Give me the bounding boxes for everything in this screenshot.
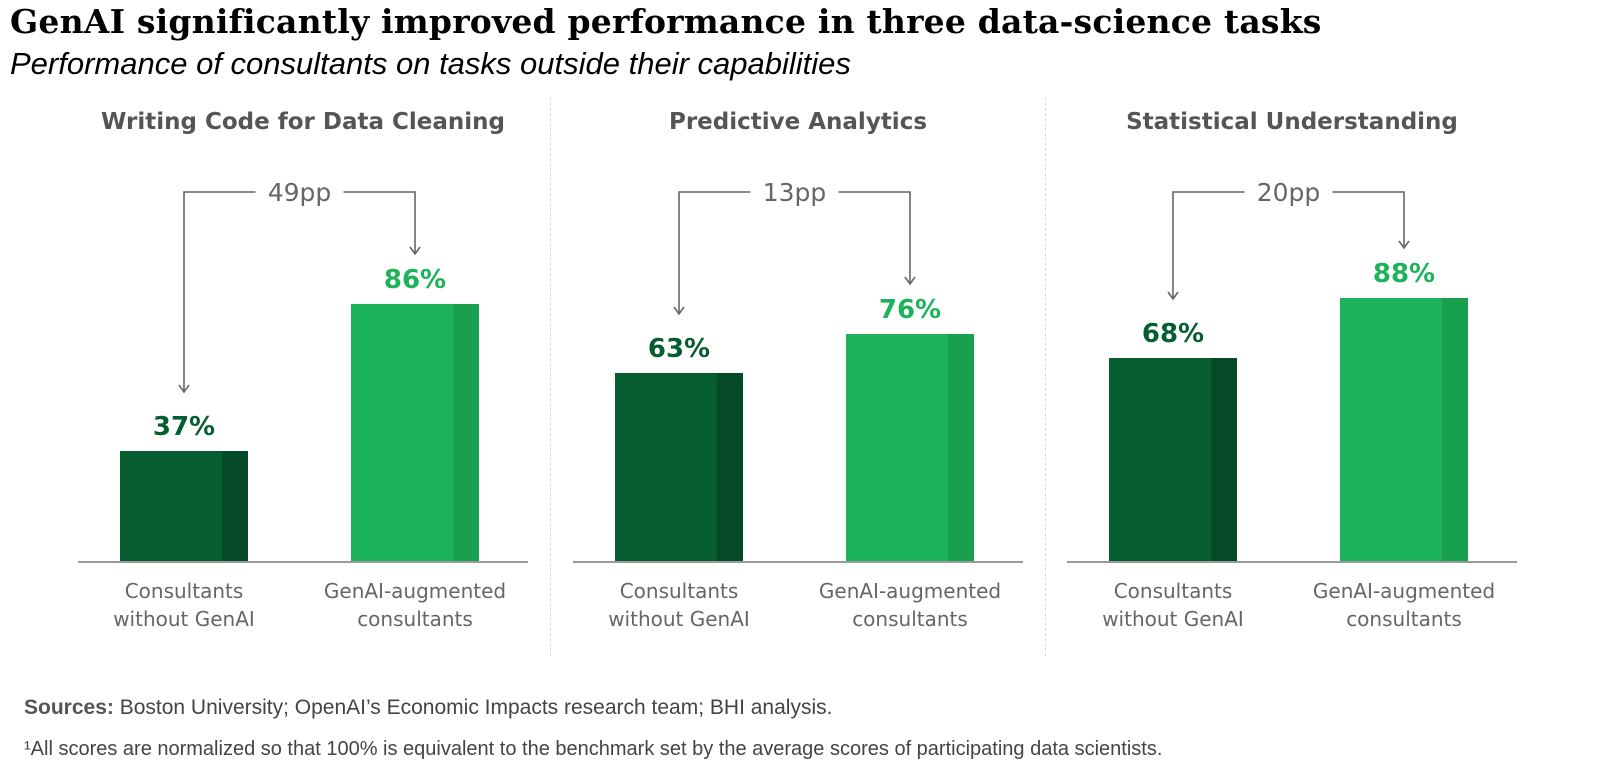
bracket-left-arrow bbox=[178, 384, 190, 394]
category-label: GenAI-augmented bbox=[1313, 579, 1495, 603]
difference-bracket bbox=[1167, 191, 1410, 301]
chart-subtitle: Performance of consultants on tasks outs… bbox=[10, 46, 851, 81]
category-label: GenAI-augmented bbox=[324, 579, 506, 603]
chart-svg-writing-code: Writing Code for Data Cleaning 37% Consult… bbox=[78, 109, 528, 631]
sources-text: Boston University; OpenAI’s Economic Imp… bbox=[119, 696, 833, 719]
sources-label: Sources: bbox=[24, 696, 114, 719]
value-label: 76% bbox=[879, 295, 941, 325]
panel-divider bbox=[550, 98, 551, 656]
bracket-left-line bbox=[1172, 191, 1245, 299]
bar-shade bbox=[948, 334, 974, 562]
difference-label: 20pp bbox=[1257, 178, 1321, 207]
bracket-left-line bbox=[183, 191, 256, 392]
difference-label: 13pp bbox=[763, 178, 827, 207]
difference-bracket bbox=[178, 191, 421, 394]
bar-shade bbox=[453, 304, 479, 562]
category-label: consultants bbox=[357, 607, 473, 631]
value-label: 68% bbox=[1142, 319, 1204, 349]
bracket-right-arrow bbox=[904, 276, 916, 286]
value-label: 88% bbox=[1373, 259, 1435, 289]
bracket-right-arrow bbox=[409, 246, 421, 256]
bar-shade bbox=[1211, 358, 1237, 562]
footnote: ¹All scores are normalized so that 100% … bbox=[24, 738, 1163, 760]
difference-label: 49pp bbox=[268, 178, 332, 207]
bracket-left-line bbox=[678, 191, 751, 314]
chart-title: GenAI significantly improved performance… bbox=[10, 2, 1322, 41]
category-label: without GenAI bbox=[113, 607, 255, 631]
difference-bracket bbox=[673, 191, 916, 316]
chart-svg-predictive-analytics: Predictive Analytics 63% Consultants withou… bbox=[573, 109, 1023, 631]
value-label: 37% bbox=[153, 412, 215, 442]
category-label: without GenAI bbox=[608, 607, 750, 631]
bar-shade bbox=[1442, 298, 1468, 562]
bracket-right-line bbox=[343, 191, 416, 254]
bar-shade bbox=[717, 373, 743, 562]
bracket-right-arrow bbox=[1398, 240, 1410, 250]
value-label: 86% bbox=[384, 265, 446, 295]
category-label: Consultants bbox=[125, 579, 244, 603]
panel-title: Predictive Analytics bbox=[669, 109, 927, 135]
panel-divider bbox=[1045, 98, 1046, 656]
category-label: GenAI-augmented bbox=[819, 579, 1001, 603]
category-label: Consultants bbox=[620, 579, 739, 603]
panel-predictive-analytics: Predictive Analytics 63% Consultants withou… bbox=[573, 95, 1063, 655]
panel-writing-code: Writing Code for Data Cleaning 37% Consult… bbox=[78, 95, 568, 655]
panel-statistical-understanding: Statistical Understanding 68% Consultants w… bbox=[1067, 95, 1557, 655]
category-label: consultants bbox=[1346, 607, 1462, 631]
panel-title: Statistical Understanding bbox=[1126, 109, 1458, 135]
bracket-left-arrow bbox=[1167, 291, 1179, 301]
category-label: consultants bbox=[852, 607, 968, 631]
bracket-right-line bbox=[838, 191, 911, 284]
bracket-left-arrow bbox=[673, 306, 685, 316]
sources-note: Sources: Boston University; OpenAI’s Eco… bbox=[24, 696, 832, 720]
chart-svg-statistical-understanding: Statistical Understanding 68% Consultants w… bbox=[1067, 109, 1517, 631]
panel-title: Writing Code for Data Cleaning bbox=[101, 109, 505, 135]
value-label: 63% bbox=[648, 334, 710, 364]
bar-shade bbox=[222, 451, 248, 562]
category-label: without GenAI bbox=[1102, 607, 1244, 631]
category-label: Consultants bbox=[1114, 579, 1233, 603]
bracket-right-line bbox=[1332, 191, 1405, 248]
